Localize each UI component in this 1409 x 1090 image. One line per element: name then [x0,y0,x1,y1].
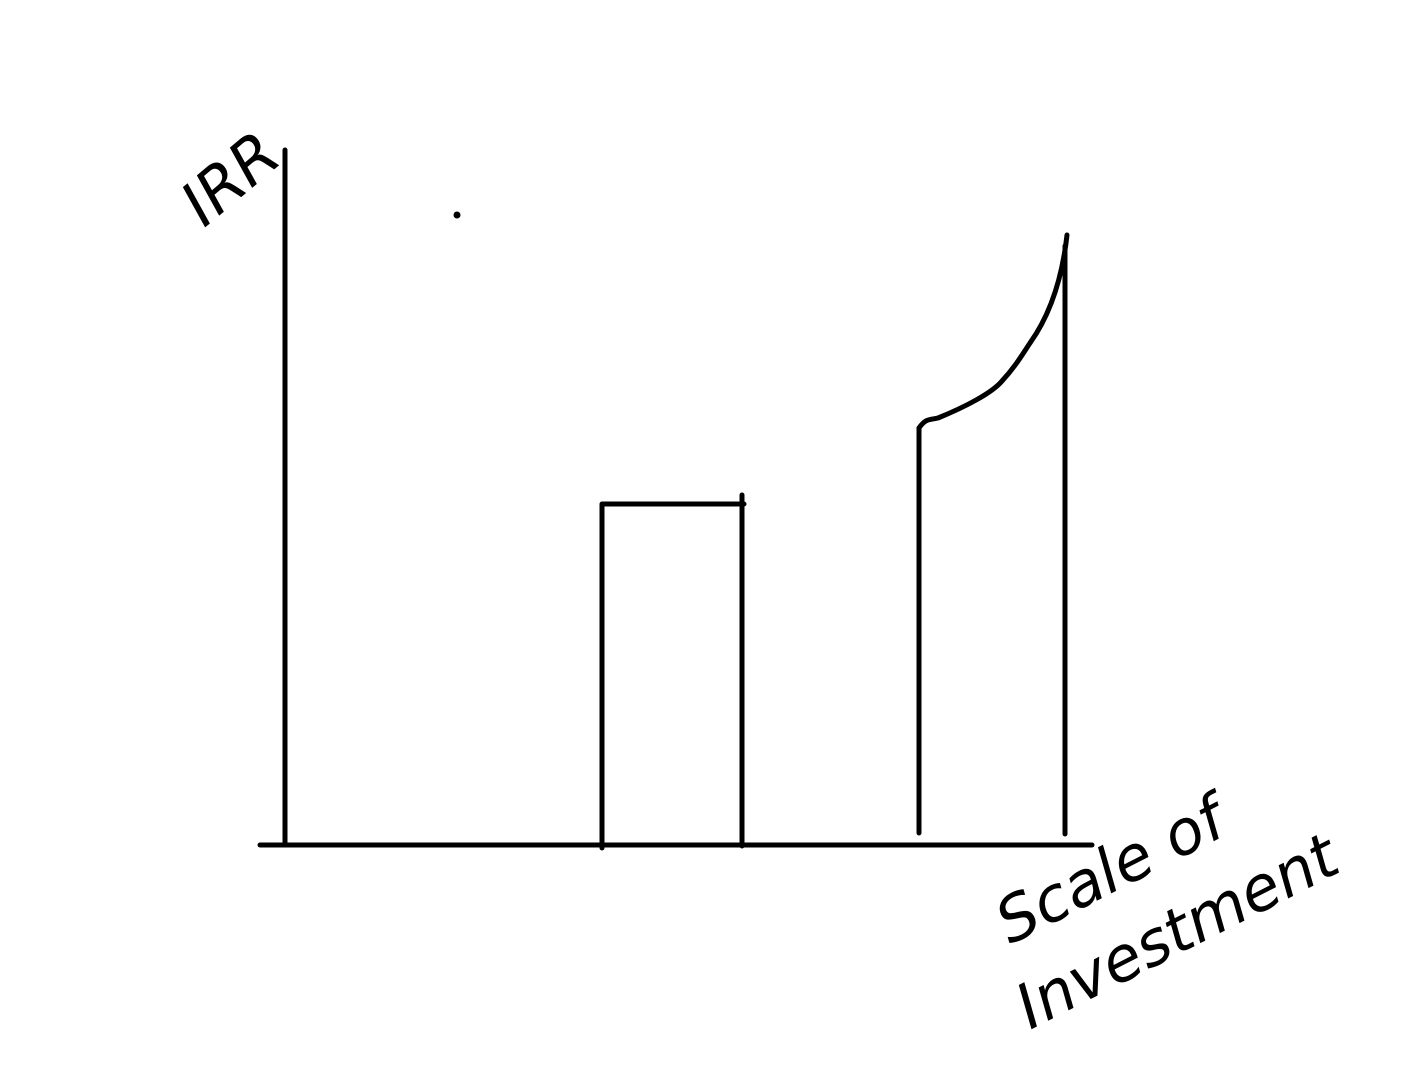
y-axis-label: IRR [167,117,294,240]
middle-rectangle [599,492,747,851]
stray-dot [453,211,461,219]
right-curved-region-top-curve [916,232,1070,431]
